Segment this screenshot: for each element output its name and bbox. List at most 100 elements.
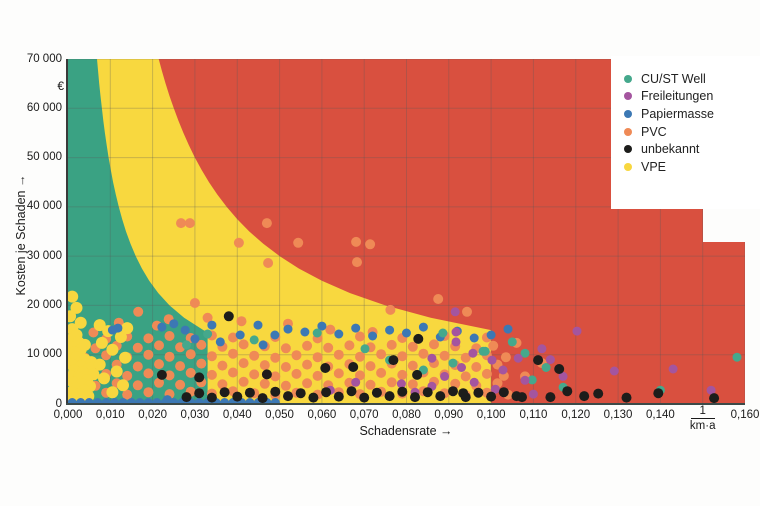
data-point [270,386,281,397]
x-unit-numerator: 1 [690,405,715,419]
data-point [528,389,538,399]
data-point [355,370,365,381]
data-point [706,385,716,395]
data-point [541,363,551,372]
data-point [653,388,664,399]
y-tick-label: 20 000 [26,298,62,311]
data-point [418,348,429,359]
data-point [440,371,450,381]
data-point [533,355,544,366]
data-point [312,328,322,338]
data-point [257,393,268,404]
data-point [93,398,103,404]
data-point [189,298,200,308]
data-point [308,392,319,403]
data-point [295,388,306,399]
data-point [351,236,362,247]
data-point [397,351,408,362]
data-point [154,359,164,370]
data-point [498,365,508,375]
data-point [110,398,119,404]
data-point [579,391,590,402]
data-point [427,353,437,363]
data-point [545,355,555,365]
data-point [236,316,247,327]
y-tick-label: 50 000 [26,151,62,164]
data-point [368,331,378,341]
data-point [245,398,255,404]
data-point [402,328,411,338]
data-point [185,367,196,378]
data-point [121,322,134,335]
data-point [154,340,164,351]
data-point [460,371,471,382]
legend-box: CU/ST Well Freileitungen Papiermasse PVC unb… [611,56,760,209]
data-point [233,237,244,248]
data-point [184,218,195,229]
data-point [68,398,77,404]
data-point [490,384,500,394]
data-point [119,351,132,364]
data-point [300,327,310,337]
data-point [162,395,172,404]
legend-list: CU/ST Well Freileitungen Papiermasse PVC unb… [611,56,760,176]
data-point [270,398,280,404]
data-point [219,387,230,398]
legend-item: VPE [624,158,760,176]
data-point [232,391,243,402]
data-point [202,312,213,323]
data-point [258,340,268,350]
data-point [106,343,119,356]
data-point [396,379,406,389]
data-point [164,351,175,362]
data-point [181,392,192,403]
data-point [118,398,128,404]
data-point [435,391,446,402]
data-point [238,339,249,350]
data-point [520,375,530,385]
data-point [462,306,472,317]
data-point [203,329,213,339]
data-point [122,389,133,400]
data-point [448,358,458,368]
data-point [609,366,619,376]
data-point [157,322,167,332]
data-point [169,319,179,329]
data-point [143,387,154,398]
y-tick-label: 10 000 [26,348,62,361]
data-point [352,257,362,268]
y-axis-title: Kosten je Schaden → [14,174,28,296]
x-tick-label: 0,020 [138,409,168,421]
data-point [249,335,259,345]
x-tick-label: 0,030 [180,409,210,421]
data-point [481,368,492,379]
data-point [270,371,281,382]
data-point [517,392,527,403]
legend-item: Freileitungen [624,88,760,106]
data-point [280,343,291,354]
x-axis-line [66,403,745,405]
data-point [365,361,376,372]
data-point [228,367,238,378]
data-point [196,358,207,369]
data-point [106,386,119,399]
data-point [385,325,395,335]
data-point [451,337,461,347]
data-point [156,369,167,380]
data-point [412,369,423,380]
data-point [228,348,238,359]
x-unit-fraction: 1 km·a [685,405,721,432]
data-point [468,348,478,358]
data-point [407,379,418,390]
data-point [175,361,186,372]
data-point [180,325,190,335]
data-point [101,398,111,404]
data-point [312,352,323,363]
data-point [176,218,186,229]
data-point [486,391,497,402]
data-point [333,391,344,402]
legend-item: Papiermasse [624,105,760,123]
x-tick-label: 0,100 [476,409,506,421]
data-point [114,331,127,343]
data-point [333,349,344,360]
